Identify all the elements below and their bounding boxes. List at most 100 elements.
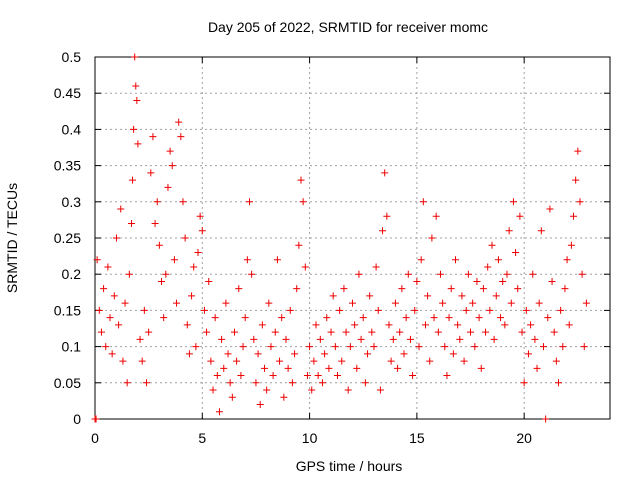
data-point: [572, 176, 580, 184]
data-point: [222, 299, 230, 307]
data-point: [353, 364, 361, 372]
y-tick-label: 0.1: [62, 339, 82, 355]
data-point: [548, 277, 556, 285]
data-point: [402, 314, 410, 322]
data-point: [132, 82, 140, 90]
data-point: [542, 415, 550, 423]
data-point: [381, 169, 389, 177]
data-point: [155, 241, 163, 249]
data-point: [203, 328, 211, 336]
data-point: [254, 350, 262, 358]
data-point: [106, 314, 114, 322]
data-point: [331, 343, 339, 351]
data-point: [361, 379, 369, 387]
data-point: [370, 343, 378, 351]
data-point: [372, 263, 380, 271]
data-point: [366, 292, 374, 300]
data-point: [400, 350, 408, 358]
data-point: [432, 212, 440, 220]
data-point: [211, 314, 219, 322]
data-point: [385, 321, 393, 329]
data-point: [252, 379, 260, 387]
data-point: [533, 364, 541, 372]
data-point: [273, 256, 281, 264]
data-point: [138, 357, 146, 365]
data-point: [134, 140, 142, 148]
data-point: [256, 401, 264, 409]
y-tick-label: 0.05: [54, 375, 81, 391]
data-point: [130, 125, 138, 133]
data-point: [460, 357, 468, 365]
data-point: [282, 335, 290, 343]
data-point: [207, 357, 215, 365]
data-point: [518, 328, 526, 336]
data-point: [458, 292, 466, 300]
data-point: [389, 335, 397, 343]
data-point: [396, 328, 404, 336]
data-point: [338, 357, 346, 365]
data-point: [312, 321, 320, 329]
data-point: [565, 321, 573, 329]
data-point: [265, 299, 273, 307]
data-point: [267, 343, 275, 351]
data-point: [235, 285, 243, 293]
data-point: [514, 285, 522, 293]
data-point: [95, 306, 103, 314]
data-point: [475, 314, 483, 322]
data-point: [499, 277, 507, 285]
data-point: [563, 256, 571, 264]
data-point: [537, 227, 545, 235]
data-point: [421, 321, 429, 329]
data-point: [445, 314, 453, 322]
data-point: [387, 357, 395, 365]
data-point: [404, 270, 412, 278]
data-point: [233, 357, 241, 365]
data-point: [119, 357, 127, 365]
data-point: [129, 176, 137, 184]
data-point: [196, 212, 204, 220]
data-point: [503, 270, 511, 278]
data-point: [93, 256, 101, 264]
data-point: [185, 350, 193, 358]
data-point: [539, 343, 547, 351]
data-point: [447, 285, 455, 293]
data-point: [164, 183, 172, 191]
data-point: [490, 335, 498, 343]
data-point: [190, 263, 198, 271]
grid: [95, 57, 610, 419]
data-point: [314, 372, 322, 380]
y-tick-label: 0.5: [62, 49, 82, 65]
data-point: [368, 328, 376, 336]
data-point: [220, 364, 228, 372]
x-tick-label: 5: [198, 430, 206, 446]
data-point: [316, 335, 324, 343]
data-point: [428, 234, 436, 242]
data-point: [145, 328, 153, 336]
data-point: [310, 357, 318, 365]
data-point: [467, 328, 475, 336]
data-point: [359, 314, 367, 322]
data-point: [153, 198, 161, 206]
data-point: [473, 277, 481, 285]
data-point: [151, 220, 159, 228]
data-point: [409, 372, 417, 380]
data-point: [170, 256, 178, 264]
data-point: [413, 277, 421, 285]
y-tick-label: 0.2: [62, 266, 82, 282]
data-point: [112, 234, 120, 242]
data-point: [419, 198, 427, 206]
data-point: [430, 314, 438, 322]
data-point: [580, 343, 588, 351]
data-point: [434, 328, 442, 336]
data-point: [108, 350, 116, 358]
data-point: [364, 350, 372, 358]
data-point: [561, 285, 569, 293]
data-point: [406, 335, 414, 343]
data-point: [522, 306, 530, 314]
data-point: [531, 335, 539, 343]
data-point: [110, 292, 118, 300]
data-point: [243, 256, 251, 264]
data-point: [215, 408, 223, 416]
data-point: [578, 270, 586, 278]
